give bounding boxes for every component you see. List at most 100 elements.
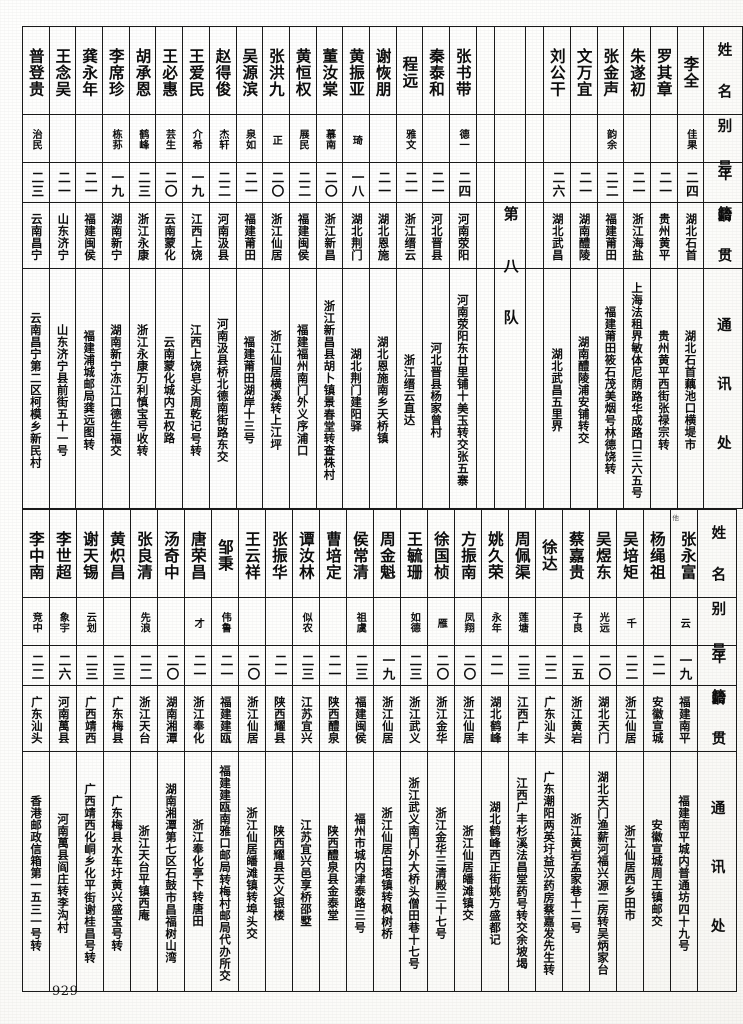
cell-alias: 芸生	[155, 114, 184, 163]
cell-age-text: 二一	[376, 170, 392, 198]
header-name: 姓 名	[703, 26, 743, 115]
cell-alias: 雁	[427, 597, 455, 646]
gap-column-left	[475, 268, 496, 509]
cell-name: 谢恢朋	[368, 26, 397, 115]
cell-name: 刘公干	[543, 26, 571, 115]
cell-name: 王云祥	[238, 509, 266, 598]
cell-age-text: 二〇	[245, 653, 261, 681]
cell-native-text: 福建闽侯	[353, 695, 368, 745]
cell-native: 湖南湘潭	[157, 685, 185, 752]
cell-address: 浙江奉化亭下转唐田	[184, 751, 212, 992]
cell-alias: 介希	[182, 114, 210, 163]
cell-address-text: 广东梅县水车圩黄兴盛宝号转	[110, 794, 125, 952]
cell-native-text: 广东汕头	[542, 695, 557, 745]
cell-name-text: 王毓珊	[404, 530, 424, 581]
cell-alias-text: 栋荪	[110, 129, 123, 151]
cell-age: 一九	[670, 645, 698, 686]
cell-address: 湖南湘潭第七区石鼓市昌福树山湾	[157, 751, 185, 992]
cell-alias-text: 光远	[597, 612, 610, 634]
cell-age: 二〇	[262, 162, 290, 203]
gap-column-right	[524, 202, 545, 269]
cell-address-text: 湖南醴陵浦安铺转交	[576, 335, 591, 445]
cell-native: 广东梅县	[103, 685, 131, 752]
cell-alias: 佳果	[676, 114, 705, 163]
cell-native: 湖南醴陵	[569, 202, 598, 269]
cell-native-text: 福建闽侯	[296, 212, 311, 262]
cell-address: 河北晋县杨家曾村	[422, 268, 450, 509]
cell-native: 浙江仙居	[238, 685, 266, 752]
cell-name-text: 黄炽昌	[107, 530, 127, 581]
cell-address: 福建福州南门外义序浦口	[288, 268, 317, 509]
cell-name: 董汝棠	[315, 26, 344, 115]
cell-native: 云南昌宁	[22, 202, 50, 269]
cell-age-text: 二三	[83, 653, 99, 681]
cell-name: 李中南	[22, 509, 50, 598]
cell-age: 二〇	[238, 645, 266, 686]
cell-address: 陕西醴泉县金泰堂	[319, 751, 347, 992]
cell-alias	[157, 597, 185, 646]
cell-native-text: 浙江仙居	[380, 695, 395, 745]
cell-native: 福建闽侯	[346, 685, 374, 752]
cell-address: 湖北石首藕池口横堤市	[676, 268, 705, 509]
header-address-label: 通 讯 处	[708, 799, 726, 947]
cell-alias: 云划	[76, 597, 104, 646]
gap-column-left	[475, 162, 496, 203]
cell-name: 王毓珊	[400, 509, 428, 598]
cell-name-text: 李世超	[53, 530, 73, 581]
cell-name: 张永富他	[670, 509, 698, 598]
cell-address-text: 浙江黄岩孟家巷十二号	[569, 812, 584, 934]
cell-name: 姚久荣	[481, 509, 509, 598]
cell-name-text: 程远	[400, 56, 420, 89]
cell-address-text: 浙江仙居横溪转上江坪	[269, 329, 284, 451]
cell-native: 广东汕头	[22, 685, 50, 752]
cell-address: 香港邮政信箱第一五三一号转	[22, 751, 50, 992]
cell-name: 吴培矩	[616, 509, 644, 598]
cell-native-text: 浙江仙居	[269, 212, 284, 262]
cell-native: 浙江仙居	[373, 685, 401, 752]
cell-alias	[75, 114, 104, 163]
cell-native: 贵州黄平	[649, 202, 678, 269]
cell-name-text: 罗其章	[654, 47, 674, 98]
cell-address-text: 河南萬县阎庄转李沟村	[56, 812, 71, 934]
cell-native-text: 广东梅县	[110, 695, 125, 745]
cell-alias: 伟鲁	[211, 597, 239, 646]
cell-name-text: 普登贵	[26, 47, 46, 98]
cell-native: 江苏宜兴	[292, 685, 320, 752]
gap-column-right	[524, 114, 545, 163]
cell-age: 二一	[422, 162, 450, 203]
cell-alias: 德一	[449, 114, 477, 163]
cell-native: 陕西耀县	[265, 685, 293, 752]
cell-age-text: 二三	[515, 653, 531, 681]
cell-address-text: 河南汲县桥北德南街路东交	[215, 317, 230, 463]
cell-age-text: 二三	[353, 653, 369, 681]
cell-name-text: 曹培定	[323, 530, 343, 581]
cell-address-text: 香港邮政信箱第一五三一号转	[29, 794, 44, 952]
cell-name-text: 李中南	[26, 530, 46, 581]
cell-address: 福建南平城内普通坊四十九号	[670, 751, 698, 992]
row-native-place: 云南昌宁 山东济宁 福建闽侯 湖南新宁 浙江永康 云南蒙化 江西上饶 河南汲县 福建莆田 浙江仙居…	[22, 202, 743, 334]
cell-age: 二一	[569, 162, 598, 203]
cell-alias-text: 象宇	[57, 612, 70, 634]
cell-native-text: 福建莆田	[604, 212, 619, 262]
cell-name: 王念吴	[48, 26, 77, 115]
cell-name-text: 李席珍	[106, 47, 126, 98]
cell-native-text: 浙江金华	[434, 695, 449, 745]
cell-address: 上海法租界敏体尼荫路华成路口三六五号	[623, 268, 651, 509]
cell-age: 二三	[103, 645, 131, 686]
cell-name-text: 董汝棠	[320, 47, 340, 98]
cell-age: 一八	[342, 162, 370, 203]
cell-native-text: 河南汲县	[216, 212, 231, 262]
cell-age: 二〇	[454, 645, 482, 686]
gap-column-right	[524, 268, 545, 509]
cell-age-text: 一九	[109, 170, 125, 198]
row-native-place: 广东汕头 河南萬县 广西靖西 广东梅县 浙江天台 湖南湘潭 浙江奉化 福建建瓯 浙江仙居 陕西耀县…	[22, 685, 737, 752]
gap-column-left	[475, 114, 496, 163]
cell-native: 浙江仙居	[616, 685, 644, 752]
cell-native-text: 福建南平	[677, 695, 692, 745]
cell-alias-text: 琦	[350, 134, 363, 146]
cell-native-text: 浙江仙居	[245, 695, 260, 745]
cell-native: 广东汕头	[535, 685, 563, 752]
cell-name: 程远	[395, 26, 424, 115]
cell-alias	[48, 114, 77, 163]
cell-age: 二六	[543, 162, 571, 203]
